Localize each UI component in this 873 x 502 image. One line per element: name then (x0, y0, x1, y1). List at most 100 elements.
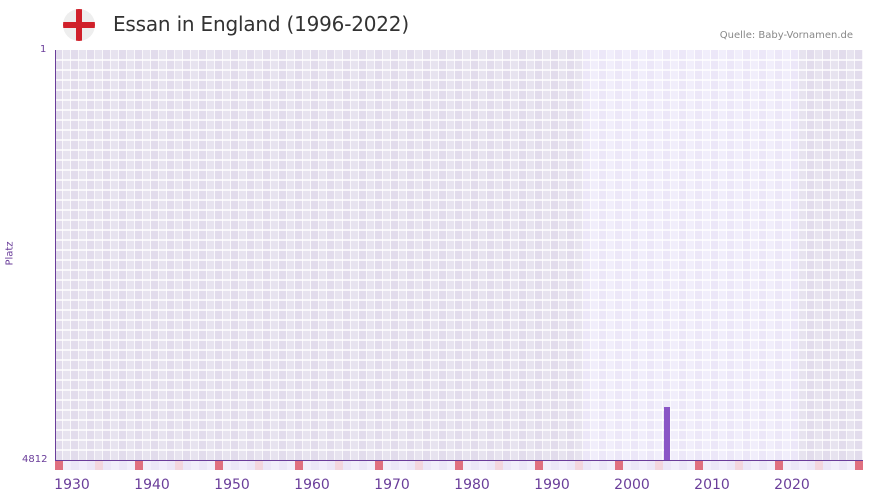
y-axis-title: Platz (5, 241, 16, 265)
year-marker (407, 461, 415, 470)
year-marker (679, 461, 687, 470)
year-marker (575, 461, 583, 470)
year-marker (487, 461, 495, 470)
year-marker (127, 461, 135, 470)
year-marker (111, 461, 119, 470)
year-marker (175, 461, 183, 470)
year-marker (207, 461, 215, 470)
england-flag-icon (63, 9, 95, 41)
year-marker (783, 461, 791, 470)
year-marker (551, 461, 559, 470)
source-credit: Quelle: Baby-Vornamen.de (720, 30, 853, 41)
x-tick-label: 1940 (134, 477, 170, 493)
x-tick-label: 2010 (694, 477, 730, 493)
rank-bar[interactable] (664, 407, 670, 460)
year-marker (655, 461, 663, 470)
year-marker (719, 461, 727, 470)
year-marker (295, 461, 303, 470)
year-marker (847, 461, 855, 470)
year-marker (807, 461, 815, 470)
x-tick-label: 2020 (774, 477, 810, 493)
year-marker (743, 461, 751, 470)
year-marker (599, 461, 607, 470)
year-marker (687, 461, 695, 470)
year-marker (759, 461, 767, 470)
year-marker (591, 461, 599, 470)
year-marker (319, 461, 327, 470)
year-marker (119, 461, 127, 470)
year-marker (447, 461, 455, 470)
year-marker (775, 461, 783, 470)
year-marker (255, 461, 263, 470)
year-marker (287, 461, 295, 470)
year-marker (511, 461, 519, 470)
year-marker (247, 461, 255, 470)
year-marker (663, 461, 671, 470)
year-marker (263, 461, 271, 470)
year-marker (527, 461, 535, 470)
year-marker (71, 461, 79, 470)
year-marker (231, 461, 239, 470)
year-marker (567, 461, 575, 470)
year-marker (607, 461, 615, 470)
year-marker (423, 461, 431, 470)
year-marker (151, 461, 159, 470)
year-marker (479, 461, 487, 470)
year-marker (87, 461, 95, 470)
year-marker (503, 461, 511, 470)
year-marker (831, 461, 839, 470)
year-marker (839, 461, 847, 470)
year-marker (519, 461, 527, 470)
year-marker (455, 461, 463, 470)
year-marker (631, 461, 639, 470)
year-marker (327, 461, 335, 470)
year-marker (167, 461, 175, 470)
year-marker (463, 461, 471, 470)
year-marker (335, 461, 343, 470)
year-marker (159, 461, 167, 470)
x-tick-label: 1960 (294, 477, 330, 493)
year-marker (135, 461, 143, 470)
y-axis-line (55, 50, 56, 460)
year-marker (399, 461, 407, 470)
year-marker (431, 461, 439, 470)
year-marker (199, 461, 207, 470)
year-marker (615, 461, 623, 470)
year-marker (223, 461, 231, 470)
year-marker (391, 461, 399, 470)
year-marker (359, 461, 367, 470)
year-marker (735, 461, 743, 470)
y-tick-top: 1 (40, 44, 46, 55)
year-marker (855, 461, 863, 470)
year-marker (495, 461, 503, 470)
year-marker (647, 461, 655, 470)
year-marker (343, 461, 351, 470)
year-marker (95, 461, 103, 470)
y-tick-bottom: 4812 (22, 454, 47, 465)
year-marker (55, 461, 63, 470)
year-marker (815, 461, 823, 470)
year-marker (471, 461, 479, 470)
x-tick-label: 1980 (454, 477, 490, 493)
year-marker (215, 461, 223, 470)
year-marker (639, 461, 647, 470)
year-marker (559, 461, 567, 470)
chart-plot-area (55, 50, 863, 460)
year-marker (711, 461, 719, 470)
year-marker (375, 461, 383, 470)
x-tick-label: 2000 (614, 477, 650, 493)
year-marker (183, 461, 191, 470)
x-tick-label: 1950 (214, 477, 250, 493)
year-marker (367, 461, 375, 470)
year-marker (791, 461, 799, 470)
year-marker (727, 461, 735, 470)
year-marker (623, 461, 631, 470)
year-marker (583, 461, 591, 470)
year-marker (439, 461, 447, 470)
year-marker (279, 461, 287, 470)
year-marker (751, 461, 759, 470)
year-marker (703, 461, 711, 470)
year-marker (351, 461, 359, 470)
year-marker (695, 461, 703, 470)
year-marker (415, 461, 423, 470)
